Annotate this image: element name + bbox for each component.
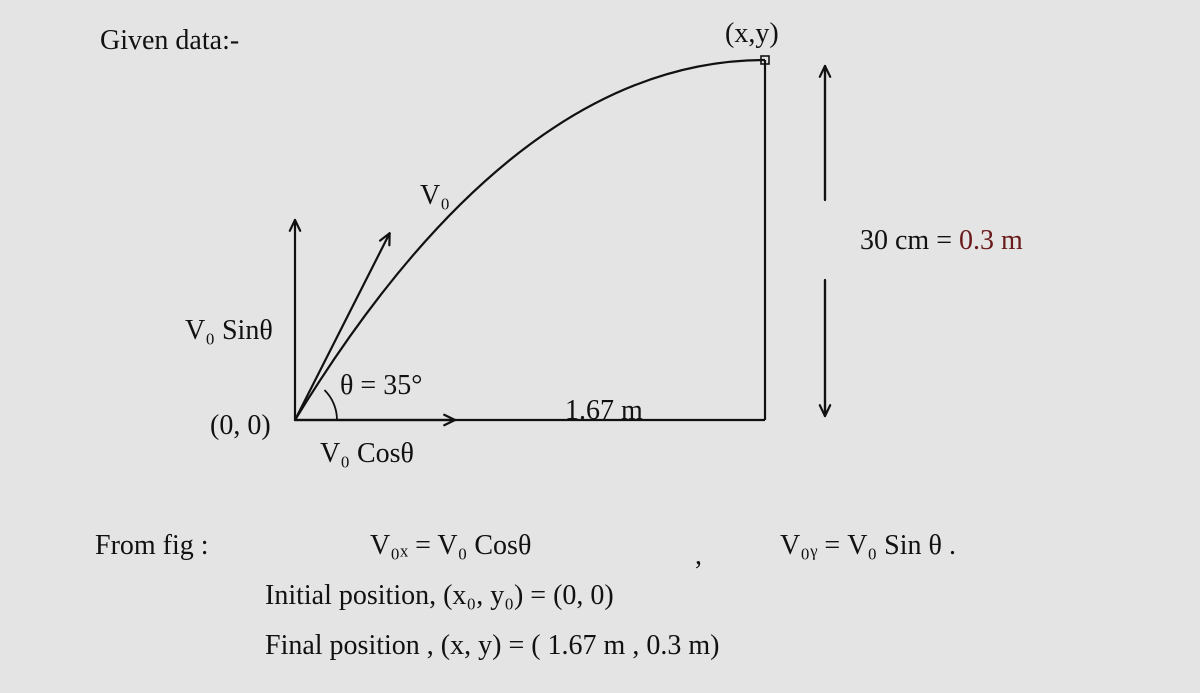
label-v0: V₀ (420, 180, 450, 212)
label-angle: θ = 35° (340, 370, 422, 402)
eq-voy: V₀ᵧ = V₀ Sin θ . (780, 530, 956, 562)
label-v0sin: V₀ Sinθ (185, 315, 273, 347)
label-height-eq: = (936, 225, 959, 256)
label-xy: (x,y) (725, 18, 779, 50)
comma-1: , (695, 540, 702, 572)
final-position: Final position , (x, y) = ( 1.67 m , 0.3… (265, 630, 719, 662)
label-height: 30 cm = 0.3 m (860, 225, 1023, 257)
label-origin: (0, 0) (210, 410, 271, 442)
initial-position: Initial position, (x₀, y₀) = (0, 0) (265, 580, 614, 612)
label-height-a: 30 cm (860, 225, 929, 256)
label-height-b: 0.3 m (959, 225, 1023, 256)
label-v0cos: V₀ Cosθ (320, 438, 414, 470)
label-horiz-dist: 1.67 m (565, 395, 643, 427)
eq-vox: V₀ₓ = V₀ Cosθ (370, 530, 531, 562)
from-fig-label: From fig : (95, 530, 209, 562)
